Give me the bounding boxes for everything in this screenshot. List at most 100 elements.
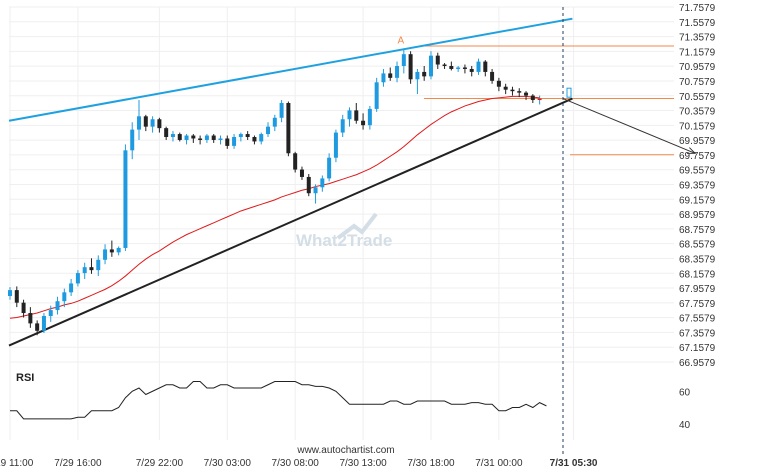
candle-body xyxy=(143,116,148,127)
candle-body xyxy=(503,86,508,90)
candle-body xyxy=(191,135,196,139)
candle-body xyxy=(306,176,311,194)
grid-lines xyxy=(9,6,674,440)
candle-body xyxy=(401,54,406,67)
candle-body xyxy=(28,313,33,324)
candle-body xyxy=(517,91,522,93)
candle-body xyxy=(395,66,400,78)
wedge-upper-line xyxy=(8,17,573,122)
candle-body xyxy=(293,153,298,170)
candle-body xyxy=(69,283,74,293)
candle-body xyxy=(279,102,284,118)
forecast xyxy=(562,7,697,455)
candle-body xyxy=(333,132,338,158)
candle-body xyxy=(456,67,461,69)
candle-body xyxy=(225,138,230,146)
y-tick-label: 67.7579 xyxy=(679,299,716,310)
candle-body xyxy=(130,129,135,151)
watermark-text: What2Trade xyxy=(296,231,392,250)
x-tick-label: 7/31 00:00 xyxy=(475,458,523,469)
x-tick-label: 7/30 13:00 xyxy=(339,458,387,469)
watermark-logo-icon xyxy=(336,212,378,240)
candle-body xyxy=(462,67,467,69)
candle-body xyxy=(374,82,379,109)
forecast-arrow-line xyxy=(562,98,696,154)
candle-body xyxy=(524,92,529,96)
y-tick-label: 67.5579 xyxy=(679,314,716,325)
y-tick-label: 70.7579 xyxy=(679,77,716,88)
candle-body xyxy=(204,135,209,140)
y-tick-label: 68.5579 xyxy=(679,240,716,251)
y-tick-label: 68.7579 xyxy=(679,225,716,236)
candle-body xyxy=(286,102,291,154)
x-tick-label: 7/30 08:00 xyxy=(272,458,320,469)
moving-average-line xyxy=(9,95,540,319)
y-tick-label: 71.7579 xyxy=(679,3,716,14)
y-tick-label: 70.9579 xyxy=(679,62,716,73)
pattern-point-label: A xyxy=(397,36,404,47)
candle-body xyxy=(55,301,60,311)
candle-body xyxy=(381,73,386,83)
candle-body xyxy=(232,137,237,146)
candle-body xyxy=(89,267,94,271)
candle-body xyxy=(82,267,87,274)
candle-body xyxy=(320,178,325,188)
rsi-title: RSI xyxy=(16,372,34,384)
footer-url: www.autochartist.com xyxy=(296,445,394,456)
y-tick-label: 68.9579 xyxy=(679,210,716,221)
candle-body xyxy=(184,135,189,140)
rsi-panel: RSI 60 40 xyxy=(10,372,691,431)
candle-body xyxy=(259,134,264,142)
rsi-tick-label: 60 xyxy=(679,387,691,398)
candle-body xyxy=(483,61,488,72)
candle-body xyxy=(388,73,393,78)
candle-body xyxy=(48,310,53,316)
candle-body xyxy=(367,108,372,126)
candle-body xyxy=(35,323,40,331)
candle-body xyxy=(218,138,223,140)
candle-body xyxy=(252,137,257,142)
y-tick-label: 71.5579 xyxy=(679,18,716,29)
candle-body xyxy=(347,110,352,120)
y-tick-label: 69.9579 xyxy=(679,136,716,147)
candle-body xyxy=(137,116,142,130)
candle-body xyxy=(340,119,345,133)
x-axis-labels: 7/29 11:00 7/29 16:00 7/29 22:00 7/30 03:00… xyxy=(0,458,598,469)
candle-body xyxy=(490,71,495,81)
y-axis-labels: 71.7579 71.5579 71.3579 71.1579 70.9579 70.75… xyxy=(679,3,716,369)
y-tick-label: 67.3579 xyxy=(679,328,716,339)
x-tick-label: 7/30 03:00 xyxy=(204,458,252,469)
candle-body xyxy=(469,68,474,72)
candle-body xyxy=(530,95,535,101)
y-tick-label: 69.3579 xyxy=(679,181,716,192)
candle-body xyxy=(109,249,114,253)
y-tick-label: 68.3579 xyxy=(679,254,716,265)
moving-average xyxy=(9,95,540,319)
candle-body xyxy=(272,117,277,127)
candle-body xyxy=(415,71,420,80)
candle-body xyxy=(245,134,250,138)
candle-body xyxy=(103,249,108,260)
y-tick-label: 70.1579 xyxy=(679,121,716,132)
candle-body xyxy=(116,247,121,253)
x-tick-label: 7/30 18:00 xyxy=(407,458,455,469)
rsi-line xyxy=(10,381,547,420)
y-tick-label: 70.3579 xyxy=(679,107,716,118)
y-tick-label: 69.1579 xyxy=(679,195,716,206)
candle-body xyxy=(299,169,304,177)
candle-body xyxy=(408,54,413,80)
candle-body xyxy=(422,71,427,77)
candles: A xyxy=(8,36,542,336)
candle-body xyxy=(150,119,155,127)
candle-body xyxy=(266,126,271,135)
candle-body xyxy=(177,134,182,140)
candle-body xyxy=(476,61,481,72)
candle-body xyxy=(537,98,542,101)
candle-body xyxy=(164,128,169,138)
candle-body xyxy=(435,55,440,65)
candle-body xyxy=(41,315,46,331)
candle-body xyxy=(449,66,454,69)
candle-body xyxy=(14,290,19,303)
candle-body xyxy=(198,138,203,140)
x-tick-label: 7/29 16:00 xyxy=(54,458,102,469)
